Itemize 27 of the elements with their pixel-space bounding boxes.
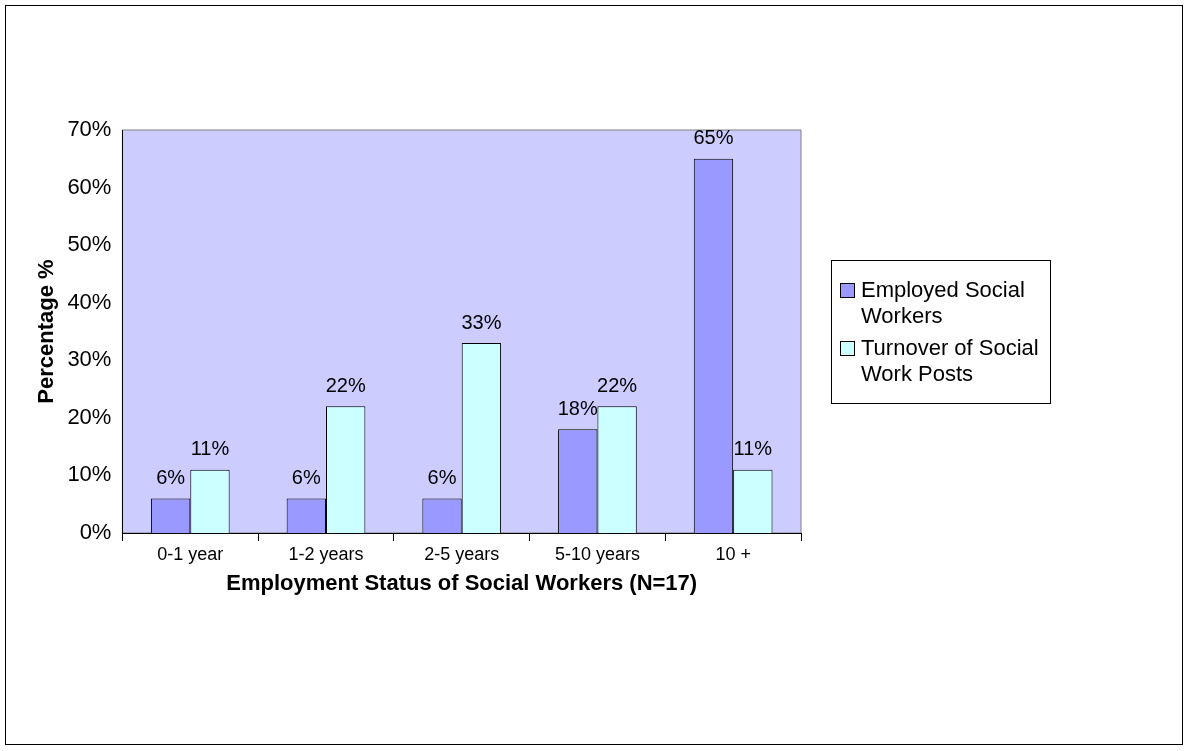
- y-tick-label: 50%: [67, 231, 112, 257]
- y-tick-label: 10%: [67, 461, 112, 487]
- y-tick-label: 60%: [67, 173, 112, 199]
- x-axis-title: Employment Status of Social Workers (N=17): [226, 569, 698, 595]
- data-label: 65%: [693, 126, 734, 149]
- y-axis-title: Percentage %: [33, 259, 59, 404]
- data-label: 33%: [461, 310, 502, 333]
- data-label: 6%: [291, 465, 321, 488]
- legend-label: Employed Social Workers: [861, 276, 1026, 329]
- data-label: 6%: [156, 465, 186, 488]
- data-label: 11%: [733, 437, 773, 460]
- x-tick-label: 10 +: [715, 543, 751, 564]
- x-tick-label: 1-2 years: [288, 543, 364, 564]
- x-tick-label: 5-10 years: [554, 543, 640, 564]
- x-tick-label: 0-1 year: [157, 543, 224, 564]
- y-tick-label: 30%: [67, 346, 112, 372]
- data-label: 11%: [190, 437, 230, 460]
- data-label: 22%: [325, 373, 366, 396]
- y-tick-label: 20%: [67, 403, 112, 429]
- legend-label: Turnover of Social Work Posts: [861, 334, 1040, 387]
- y-tick-label: 40%: [67, 288, 112, 314]
- y-tick-label: 0%: [79, 519, 112, 545]
- x-tick-label: 2-5 years: [424, 543, 500, 564]
- data-label: 18%: [557, 396, 598, 419]
- y-tick-label: 70%: [67, 116, 112, 142]
- data-label: 6%: [427, 465, 457, 488]
- data-label: 22%: [597, 373, 638, 396]
